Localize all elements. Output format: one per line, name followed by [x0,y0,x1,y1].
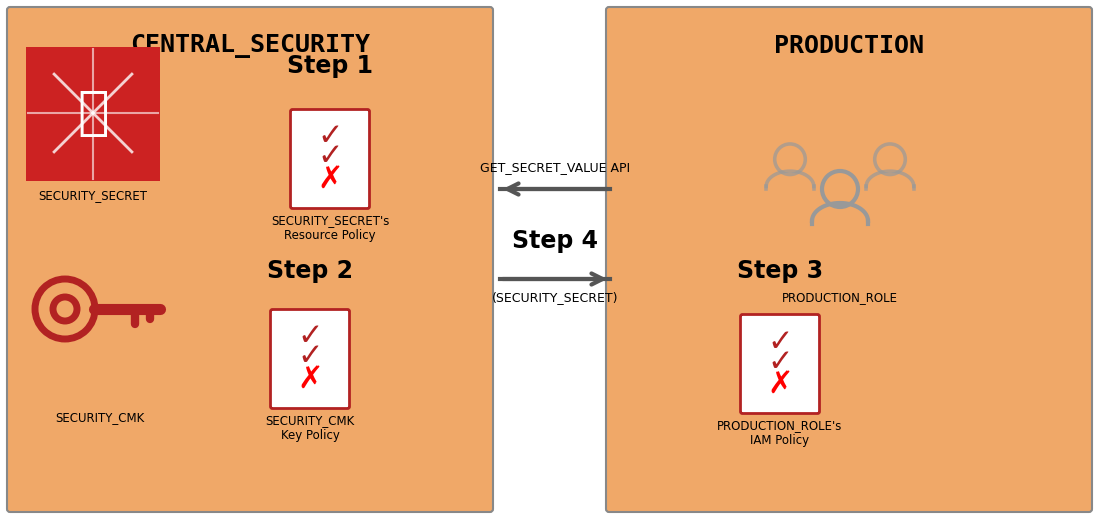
FancyBboxPatch shape [26,47,160,181]
Text: (SECURITY_SECRET): (SECURITY_SECRET) [491,291,619,304]
Text: GET_SECRET_VALUE API: GET_SECRET_VALUE API [480,161,630,174]
Text: ✓: ✓ [318,143,343,171]
Text: ✓: ✓ [297,322,323,351]
FancyBboxPatch shape [741,315,820,414]
Text: ✓: ✓ [767,327,792,357]
Text: ✗: ✗ [297,364,323,393]
Text: CENTRAL_SECURITY: CENTRAL_SECURITY [130,34,370,58]
Text: PRODUCTION_ROLE: PRODUCTION_ROLE [782,291,898,304]
FancyBboxPatch shape [7,7,493,512]
Text: SECURITY_CMK
Key Policy: SECURITY_CMK Key Policy [265,414,355,442]
Text: ✗: ✗ [318,165,343,194]
Text: Step 3: Step 3 [737,259,823,283]
Text: 🔒: 🔒 [77,87,109,139]
FancyBboxPatch shape [606,7,1092,512]
Text: Step 4: Step 4 [512,229,598,253]
Text: ✓: ✓ [318,122,343,152]
Text: SECURITY_SECRET's
Resource Policy: SECURITY_SECRET's Resource Policy [270,214,389,242]
FancyBboxPatch shape [270,309,349,408]
FancyBboxPatch shape [290,110,369,209]
Text: Step 2: Step 2 [267,259,353,283]
Text: PRODUCTION: PRODUCTION [774,34,924,58]
Text: ✓: ✓ [767,348,792,376]
Text: PRODUCTION_ROLE's
IAM Policy: PRODUCTION_ROLE's IAM Policy [718,419,843,447]
Text: ✓: ✓ [297,343,323,372]
Text: SECURITY_SECRET: SECURITY_SECRET [38,189,147,202]
Text: SECURITY_CMK: SECURITY_CMK [55,411,145,424]
Text: Step 1: Step 1 [287,54,373,78]
Text: ✗: ✗ [767,370,792,399]
